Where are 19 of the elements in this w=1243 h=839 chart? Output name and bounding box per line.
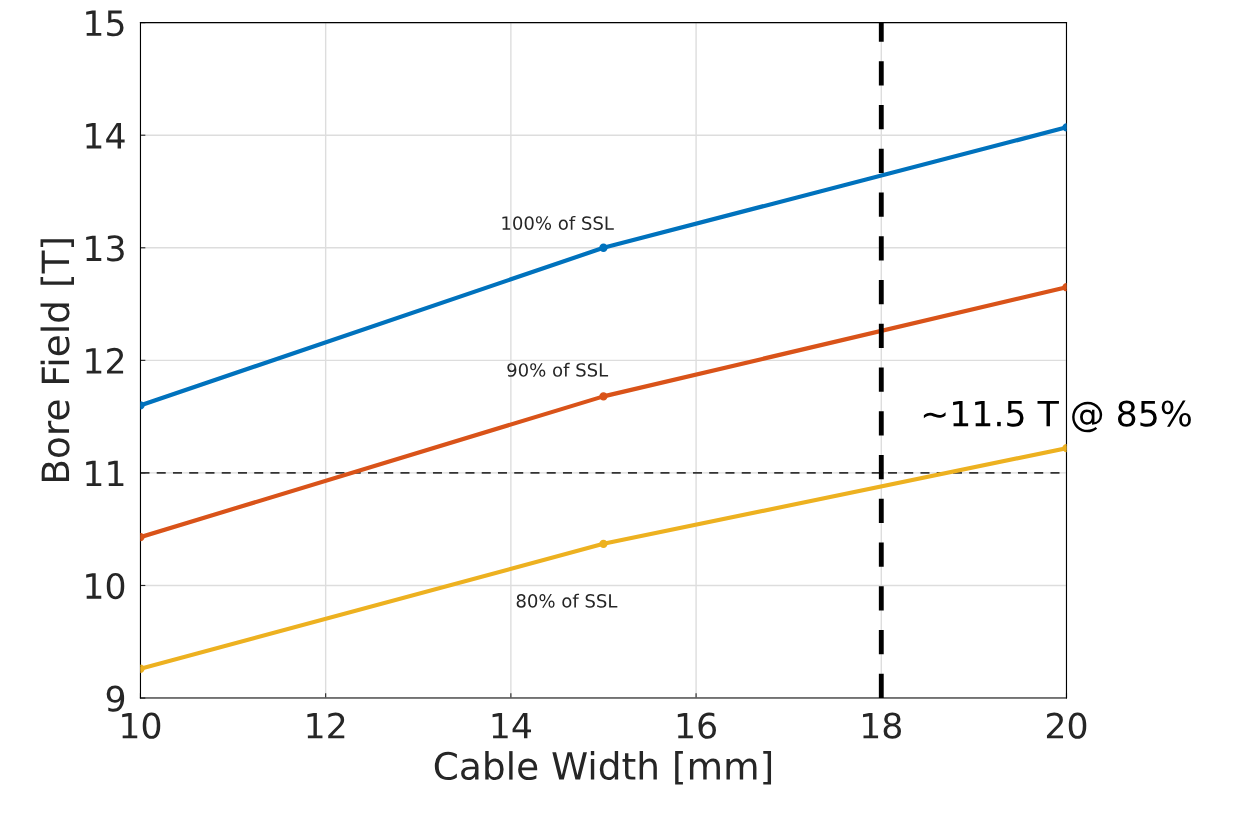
y-tick-label: 15 (86, 10, 124, 37)
series-label: 100% of SSL (502, 215, 614, 230)
series-label: 80% of SSL (516, 593, 618, 608)
x-tick-label: 18 (863, 712, 901, 739)
x-axis-title: Cable Width [mm] (434, 751, 772, 785)
x-tick-label: 16 (677, 712, 716, 739)
x-tick-label: 10 (122, 712, 161, 739)
y-axis-title: Bore Field [T] (40, 239, 74, 482)
x-tick-label: 20 (1046, 712, 1087, 739)
y-tick-label: 11 (86, 460, 124, 487)
y-tick-label: 9 (106, 685, 125, 712)
y-tick-label: 10 (86, 572, 125, 600)
y-tick-label: 12 (86, 347, 124, 374)
annotation: ~11.5 T @ 85% (923, 400, 1191, 433)
y-tick-label: 13 (86, 235, 124, 262)
x-tick-label: 14 (492, 713, 532, 739)
x-tick-label: 12 (307, 712, 345, 739)
y-tick-label: 14 (86, 123, 125, 149)
series-label: 90% of SSL (507, 362, 609, 377)
